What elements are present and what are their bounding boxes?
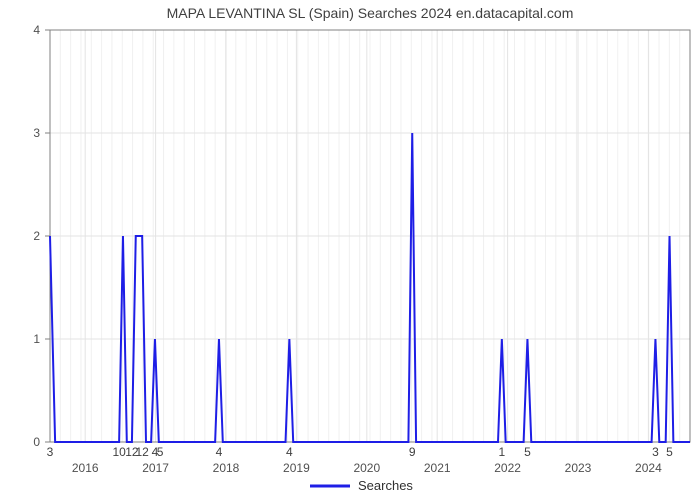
data-point-label: 4 [286, 445, 293, 459]
y-tick-label: 2 [33, 229, 40, 243]
x-year-label: 2020 [353, 461, 380, 475]
data-point-label: 10 [112, 445, 126, 459]
y-tick-label: 1 [33, 332, 40, 346]
data-point-label: 3 [47, 445, 54, 459]
line-chart: 0123420162017201820192020202120222023202… [0, 0, 700, 500]
y-tick-label: 4 [33, 23, 40, 37]
data-point-label: 5 [666, 445, 673, 459]
x-year-label: 2024 [635, 461, 662, 475]
x-year-label: 2023 [565, 461, 592, 475]
data-point-label: 1 [498, 445, 505, 459]
data-point-label: 12 [135, 445, 149, 459]
y-tick-label: 0 [33, 435, 40, 449]
y-tick-label: 3 [33, 126, 40, 140]
x-year-label: 2018 [213, 461, 240, 475]
x-year-label: 2017 [142, 461, 169, 475]
data-point-label: 9 [409, 445, 416, 459]
data-point-label: 4 [216, 445, 223, 459]
x-year-label: 2021 [424, 461, 451, 475]
legend-label: Searches [358, 478, 413, 493]
data-point-label: 5 [157, 445, 164, 459]
x-year-label: 2019 [283, 461, 310, 475]
chart-container: 0123420162017201820192020202120222023202… [0, 0, 700, 500]
x-year-label: 2016 [72, 461, 99, 475]
chart-title: MAPA LEVANTINA SL (Spain) Searches 2024 … [167, 5, 574, 21]
data-point-label: 5 [524, 445, 531, 459]
data-point-label: 3 [652, 445, 659, 459]
x-year-label: 2022 [494, 461, 521, 475]
